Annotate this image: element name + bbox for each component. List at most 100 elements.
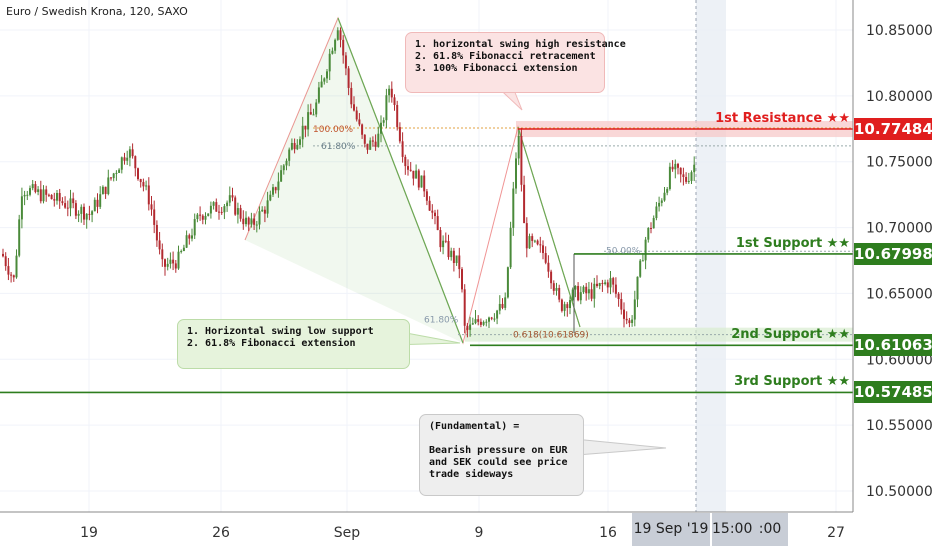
candle-body [420,175,423,188]
candle-body [693,164,696,173]
candle-body [336,30,339,40]
candle-body [288,149,291,161]
chart-title: Euro / Swedish Krona, 120, SAXO [6,5,188,18]
candle-body [593,283,596,299]
support-annotation[interactable]: 1. Horizontal swing low support 2. 61.8%… [177,319,410,369]
time-axis[interactable]: 19 26 Sep 9 16 27 [80,525,845,541]
candle-body [517,136,520,159]
candle-body [658,202,661,207]
candles [2,27,696,338]
candle-body [461,269,463,290]
candle-body [463,289,466,326]
candle-body [512,188,515,228]
candle-body [317,87,320,103]
candle-body [304,125,307,130]
candle-body [150,204,153,210]
resistance-annotation[interactable]: 1. horizontal swing high resistance 2. 6… [405,32,626,93]
candle-body [220,211,223,213]
fundamental-annotation[interactable]: (Fundamental) = Bearish pressure on EUR … [419,414,584,496]
time-tick-label: 16 [599,525,617,541]
candle-body [466,325,469,330]
candle-body [490,317,493,319]
candle-body [83,206,85,220]
candle-body [415,170,418,179]
candle-body [639,260,642,277]
candle-body [96,199,99,207]
candle-body [112,173,115,179]
candle-body [366,143,369,150]
candle-body [687,180,690,182]
candle-body [53,199,56,201]
candle-body [15,255,18,278]
candle-body [12,275,15,278]
candle-body [539,244,542,246]
candle-body [590,289,593,299]
candle-body [398,127,401,142]
candle-body [250,218,253,225]
candle-body [388,88,391,96]
candle-body [101,186,104,195]
price-tick-label: 10.65000 [866,286,932,302]
candle-body [560,299,563,311]
candle-body [625,318,628,321]
candle-body [34,184,37,192]
time-cursor-band [696,0,726,512]
candle-body [131,149,134,157]
candle-body [296,144,299,150]
candle-body [50,194,53,200]
candle-body [655,206,658,219]
candle-body [47,194,50,196]
candle-body [666,188,669,193]
crosshair-time-label: 15:00 [712,513,752,546]
candle-body [180,250,183,252]
candle-body [641,260,644,262]
candle-body [166,263,169,267]
candle-body [161,249,164,260]
fib-labels: 100.00% 61.80% 61.80% 0.618(10.61869) 50.00% [313,125,641,341]
candle-body [617,293,620,300]
candle-body [504,297,507,308]
candle-body [223,206,226,213]
price-axis[interactable]: 10.85000 10.80000 10.75000 10.70000 10.65000… [866,23,932,500]
candle-body [552,283,555,291]
candle-body [569,300,571,309]
candle-body [407,166,409,170]
candle-body [218,211,220,213]
fib-label: 61.80% [424,315,459,325]
candle-body [91,211,94,215]
fib-label: 50.00% [606,246,641,256]
candle-body [350,87,353,105]
candle-body [471,323,474,325]
candle-body [355,110,358,120]
candle-body [299,139,301,145]
candle-body [509,227,512,268]
candle-body [493,318,496,320]
candle-body [277,181,280,191]
candle-body [215,202,218,212]
candle-body [23,194,26,197]
candle-body [485,321,488,323]
candle-body [663,192,666,201]
candle-body [309,112,312,115]
candle-body [169,259,172,264]
candle-body [620,299,623,310]
candle-body [42,189,45,202]
price-tick-label: 10.85000 [866,23,932,39]
candle-body [498,303,501,311]
candle-body [293,142,296,150]
candle-body [253,218,256,225]
candle-body [164,259,166,267]
candle-body [147,185,150,205]
time-tick-label: 19 [80,525,98,541]
candle-body [282,165,285,171]
price-tick-label: 10.75000 [866,155,932,171]
candle-body [361,124,364,135]
candle-body [579,292,582,301]
candle-body [679,167,682,175]
candle-body [301,125,304,140]
candle-body [104,186,107,194]
candle-body [123,157,126,161]
crosshair-extra-label: :00 [752,513,788,546]
candle-body [115,172,118,174]
